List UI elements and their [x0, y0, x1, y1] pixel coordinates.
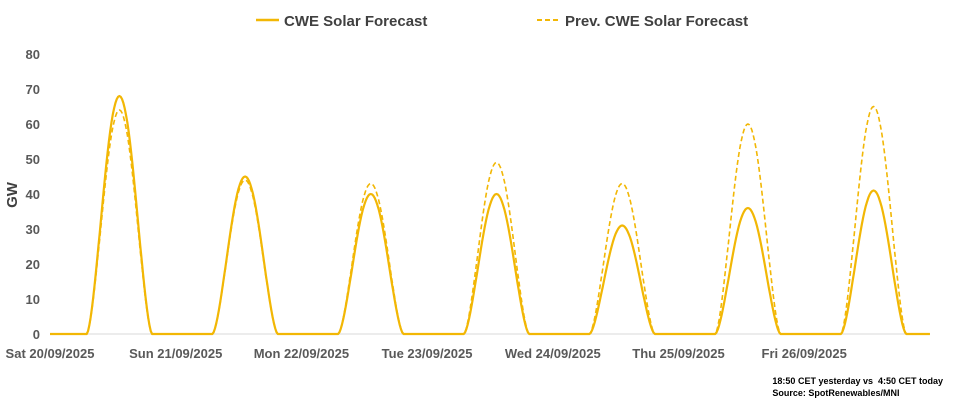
x-tick-label: Fri 26/09/2025	[762, 346, 847, 361]
series-group	[50, 94, 930, 336]
x-tick-label: Wed 24/09/2025	[505, 346, 601, 361]
x-tick-label: Thu 25/09/2025	[632, 346, 725, 361]
y-tick-label: 60	[26, 117, 40, 132]
series-line-forecast	[50, 94, 930, 336]
y-tick-label: 10	[26, 292, 40, 307]
legend-label-prev-forecast: Prev. CWE Solar Forecast	[565, 13, 748, 30]
legend: CWE Solar Forecast Prev. CWE Solar Forec…	[256, 13, 748, 30]
y-tick-label: 50	[26, 152, 40, 167]
note-comparison: 18:50 CET yesterday vs 4:50 CET today	[772, 376, 943, 386]
x-tick-label: Mon 22/09/2025	[254, 346, 349, 361]
y-tick-label: 30	[26, 222, 40, 237]
x-axis: Sat 20/09/2025 Sun 21/09/2025 Mon 22/09/20…	[6, 346, 847, 361]
y-tick-label: 0	[33, 327, 40, 342]
y-axis: 0 10 20 30 40 50 60 70 80	[26, 47, 40, 342]
series-line-prev-forecast	[50, 105, 930, 335]
y-tick-label: 70	[26, 82, 40, 97]
y-tick-label: 80	[26, 47, 40, 62]
x-tick-label: Sat 20/09/2025	[6, 346, 95, 361]
legend-label-forecast: CWE Solar Forecast	[284, 13, 427, 30]
chart-note: 18:50 CET yesterday vs 4:50 CET today So…	[772, 375, 943, 399]
x-tick-label: Sun 21/09/2025	[129, 346, 222, 361]
y-axis-label: GW	[4, 181, 21, 208]
note-source: Source: SpotRenewables/MNI	[772, 388, 900, 398]
y-tick-label: 40	[26, 187, 40, 202]
x-tick-label: Tue 23/09/2025	[382, 346, 473, 361]
y-tick-label: 20	[26, 257, 40, 272]
